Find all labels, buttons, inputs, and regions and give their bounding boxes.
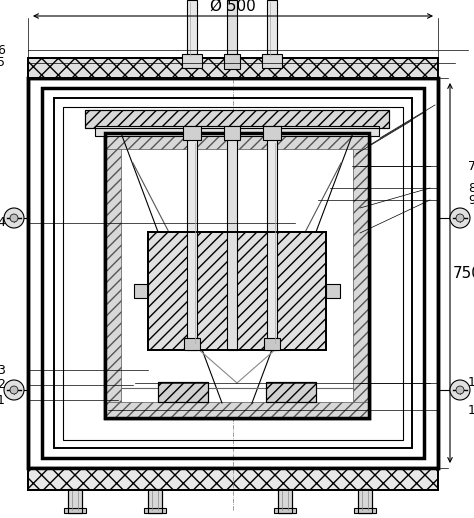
Bar — [105, 133, 369, 418]
Bar — [28, 58, 438, 78]
Bar — [148, 232, 326, 350]
Bar — [105, 133, 121, 418]
Text: 8: 8 — [468, 181, 474, 194]
Circle shape — [10, 214, 18, 222]
Bar — [54, 98, 412, 448]
Bar — [148, 232, 326, 350]
Text: 5: 5 — [0, 56, 5, 69]
Bar — [68, 489, 82, 513]
Bar — [148, 489, 162, 513]
Text: 9: 9 — [468, 194, 474, 207]
Text: 750: 750 — [453, 266, 474, 281]
Circle shape — [10, 386, 18, 394]
Bar — [274, 508, 296, 513]
Text: 6: 6 — [0, 44, 5, 56]
Text: 11: 11 — [468, 404, 474, 416]
Bar — [105, 133, 369, 418]
Bar — [64, 508, 86, 513]
Circle shape — [450, 380, 470, 400]
Bar — [158, 382, 208, 402]
Bar — [182, 54, 202, 68]
Bar — [28, 78, 438, 468]
Bar — [278, 489, 292, 513]
Bar — [267, 0, 277, 58]
Text: 3: 3 — [0, 364, 5, 377]
Text: 7: 7 — [468, 160, 474, 172]
Bar — [187, 0, 197, 58]
Bar — [85, 110, 389, 128]
Circle shape — [456, 386, 464, 394]
Bar — [63, 107, 403, 440]
Bar — [148, 489, 162, 513]
Bar — [28, 468, 438, 490]
Bar — [266, 382, 316, 402]
Bar — [158, 382, 208, 402]
Bar — [267, 128, 277, 350]
Bar — [144, 508, 166, 513]
Text: 1: 1 — [0, 394, 5, 407]
Bar — [262, 54, 282, 68]
Text: Ø 500: Ø 500 — [210, 0, 256, 14]
Bar — [28, 468, 438, 490]
Bar — [28, 58, 438, 78]
Bar — [358, 489, 372, 513]
Bar — [266, 382, 316, 402]
Bar — [68, 489, 82, 513]
Circle shape — [4, 380, 24, 400]
Bar — [278, 489, 292, 513]
Bar — [134, 284, 148, 298]
Text: 4: 4 — [0, 217, 5, 229]
Text: 10: 10 — [468, 377, 474, 390]
Circle shape — [456, 214, 464, 222]
Bar — [353, 133, 369, 418]
Bar — [227, 0, 237, 58]
Bar — [264, 338, 280, 350]
Circle shape — [4, 208, 24, 228]
Circle shape — [450, 208, 470, 228]
Bar — [42, 88, 424, 458]
Bar — [263, 126, 281, 140]
Bar — [105, 402, 369, 418]
Bar — [105, 133, 369, 149]
Bar — [358, 489, 372, 513]
Bar — [184, 338, 200, 350]
Bar — [354, 508, 376, 513]
Bar — [187, 128, 197, 350]
Bar — [227, 128, 237, 350]
Bar — [224, 126, 240, 140]
Bar — [95, 126, 379, 136]
Bar — [183, 126, 201, 140]
Text: 2: 2 — [0, 379, 5, 392]
Bar — [326, 284, 340, 298]
Bar — [85, 110, 389, 128]
Bar — [28, 78, 438, 468]
Bar — [224, 54, 240, 69]
